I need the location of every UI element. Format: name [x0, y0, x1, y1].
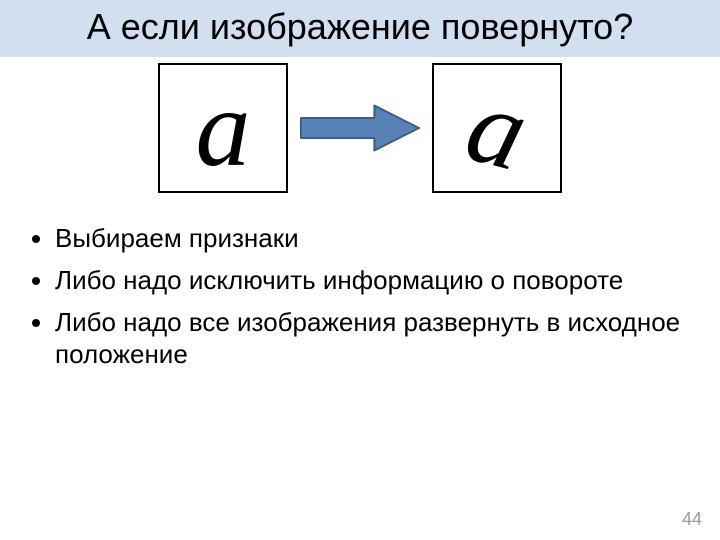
list-item: Выбираем признаки [55, 223, 690, 255]
figure-row: a a [0, 63, 720, 193]
list-item: Либо надо все изображения развернуть в и… [55, 307, 690, 370]
letter-box-original: a [158, 63, 288, 193]
bullet-list: Выбираем признаки Либо надо исключить ин… [55, 223, 690, 370]
slide-title: А если изображение повернуто? [10, 6, 710, 47]
arrow-right-icon [300, 103, 420, 153]
list-item: Либо надо исключить информацию о поворот… [55, 265, 690, 297]
title-band: А если изображение повернуто? [0, 0, 720, 57]
slide-number: 44 [682, 509, 702, 530]
arrow-svg [300, 103, 420, 153]
glyph-rotated: a [456, 68, 538, 188]
glyph-original: a [196, 73, 251, 183]
letter-box-rotated: a [432, 63, 562, 193]
